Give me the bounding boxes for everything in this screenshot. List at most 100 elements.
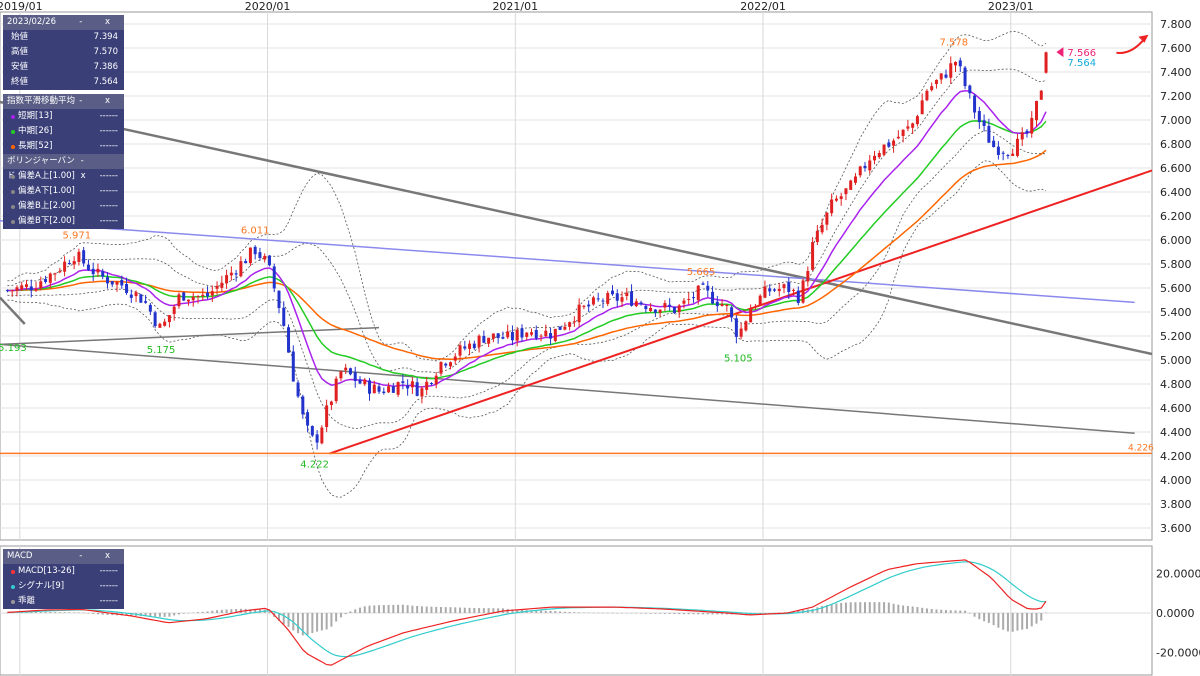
y-tick-label: 6.600 [1160,162,1192,175]
legend-row: 偏差A下[1.00] ------ [3,184,124,199]
candle-body [1035,100,1039,121]
panel-controls[interactable]: - x [80,156,96,181]
legend-label: MACD[13-26] [18,566,75,576]
candle-body [368,380,372,394]
macd-histogram-bar [897,604,900,613]
candle-body [601,300,605,302]
macd-histogram-bar [6,612,9,614]
legend-label: 乖離 [18,596,36,606]
macd-histogram-bar [1045,612,1048,614]
legend-row: MACD[13-26] ------ [3,564,124,579]
macd-histogram-bar [992,612,995,626]
macd-histogram-bar [25,612,28,613]
macd-histogram-bar [921,607,924,613]
macd-panel-header[interactable]: MACD - x [3,549,124,564]
ema-title: 指数平滑移動平均 [7,96,76,106]
macd-histogram-bar [58,612,61,613]
x-tick-label: 2022/01 [740,0,786,13]
trendline [0,296,26,325]
macd-histogram-bar [935,609,938,613]
candle-body [663,303,667,308]
candle-body [801,280,805,303]
macd-histogram-bar [416,606,419,613]
candle-body [439,361,443,374]
macd-histogram-bar [587,612,590,614]
candle-body [853,176,857,183]
macd-histogram-bar [87,612,90,614]
bollinger-panel-header[interactable]: ボリンジャーバンド - x [3,154,124,181]
macd-histogram-bar [439,607,442,613]
macd-panel: MACD - x MACD[13-26] ------ シグナル[9] ------ 乖… [3,549,124,609]
macd-histogram-bar [344,612,347,615]
macd-title: MACD [7,551,33,561]
candle-body [672,306,676,313]
candle-body [996,146,1000,155]
macd-histogram-bar [635,612,638,614]
candle-body [644,306,648,310]
candle-body [387,386,391,393]
macd-histogram-bar [373,605,376,613]
macd-histogram-bar [363,606,366,613]
candle-body [363,379,367,385]
candle-body [86,264,90,271]
candle-body [772,289,776,291]
macd-histogram-bar [473,607,476,613]
candle-body [706,285,710,291]
macd-histogram-bar [1030,612,1033,627]
candle-body [315,434,319,443]
macd-histogram-bar [949,610,952,613]
legend-row: 乖離 ------ [3,594,124,609]
candle-body [272,266,276,289]
ohlc-panel-header[interactable]: 2023/02/26 - x [3,15,124,30]
legend-label: 偏差A上[1.00] [18,171,75,181]
macd-histogram-bar [873,602,876,613]
candle-body [277,290,281,308]
candle-body [968,85,972,94]
candle-body [687,298,691,300]
macd-histogram-bar [702,612,705,615]
macd-histogram-bar [544,610,547,613]
legend-value: ------ [99,171,118,181]
candle-body [577,304,581,323]
macd-histogram-bar [964,610,967,613]
candle-body [382,391,386,394]
candle-body [153,312,157,327]
candle-body [934,79,938,85]
macd-histogram-bar [711,612,714,615]
candle-body [734,318,738,337]
candle-body [172,306,176,314]
legend-label: 中期[26] [18,126,53,136]
panel-controls[interactable]: - x [79,17,120,27]
legend-value: 7.564 [93,77,118,87]
candle-body [453,356,457,361]
macd-histogram-bar [311,612,314,634]
macd-histogram-bar [606,612,609,614]
panel-controls[interactable]: - x [79,96,120,106]
y-tick-label: 5.400 [1160,306,1192,319]
macd-histogram-bar [330,612,333,627]
macd-histogram-bar [92,612,95,614]
trendline [0,326,380,346]
macd-histogram-bar [206,611,209,613]
candle-body [572,321,576,323]
panel-controls[interactable]: - x [79,551,120,561]
candle-body [625,292,629,296]
candle-body [834,198,838,201]
macd-histogram-bar [63,612,66,613]
candle-body [806,271,810,282]
macd-histogram-bar [454,607,457,613]
macd-histogram-bar [401,604,404,613]
macd-histogram-bar [430,606,433,613]
candle-body [539,335,543,337]
ema-panel-header[interactable]: 指数平滑移動平均 - x [3,94,124,109]
candle-body [53,273,57,275]
candle-body [954,61,958,66]
macd-histogram-bar [825,605,828,613]
price-annotation: 5.175 [147,345,176,356]
macd-histogram-bar [463,607,466,613]
candle-body [610,290,614,295]
macd-histogram-bar [716,612,719,615]
candle-body [144,301,148,303]
